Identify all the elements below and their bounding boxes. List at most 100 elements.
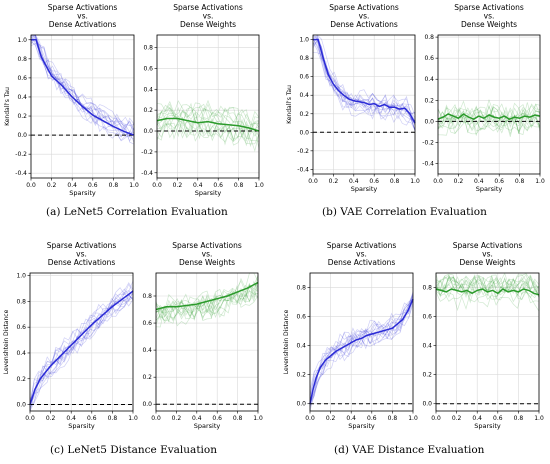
x-tick-label: 1.0 [128,415,138,422]
mean-line [313,38,416,124]
panel-5: 0.0 0.2 0.4 0.6 0.8 1.0 0.8 0.6 0.4 0.2 0.0 Sparsit… [142,241,262,430]
panel-6: 0.0 0.2 0.4 0.6 0.8 1.0 0.8 0.6 0.4 0.2 0.0 Sparsit… [283,241,418,430]
trial-line [312,36,416,118]
y-tick-label: 0.0 [296,401,306,408]
axes-frame [309,272,414,412]
y-tick-label: 0.8 [296,285,306,292]
y-tick-label: 0.0 [422,401,432,408]
x-tick-label: 0.8 [515,178,525,185]
trial-line [313,34,416,115]
trial-line [155,281,259,324]
x-tick-label: 1.0 [534,415,544,422]
x-tick-label: 0.2 [452,415,462,422]
x-axis-label: Sparsity [474,422,501,430]
y-tick-label: 0.0 [299,129,309,136]
mean-line [29,290,134,405]
chart-title-line: Sparse Activations [453,241,523,250]
trial-line [312,41,416,130]
y-tick-label: 0.4 [16,350,26,357]
trial-line [30,40,135,142]
x-tick-label: 0.2 [172,415,182,422]
trial-line [155,272,259,313]
trial-line [29,283,134,402]
axes-frame [435,272,540,412]
x-tick-label: 0.4 [192,415,202,422]
trial-line [155,283,259,320]
trial-line [156,116,260,142]
chart-title-line: Sparse Activations [454,3,524,12]
trial-line [435,275,540,297]
trial-line [312,38,416,132]
trial-line [435,276,540,300]
trial-line [29,292,134,403]
y-tick-label: 0.6 [142,320,152,327]
y-tick-label: 0.8 [16,298,26,305]
y-tick-label: 0.2 [299,111,309,118]
trial-line [435,273,540,298]
trial-line [309,301,414,409]
trial-line [30,34,135,133]
x-tick-label: 1.0 [408,415,418,422]
y-tick-label: 0.2 [296,372,306,379]
panel-1: 0.0 0.2 0.4 0.6 0.8 1.0 0.8 0.6 0.4 0.2 0.0 -0.2 -0.… [141,3,264,197]
x-tick-label: 0.4 [67,182,77,189]
x-tick-label: 0.2 [46,415,56,422]
trial-line [155,278,259,320]
x-tick-label: 0.6 [494,178,504,185]
trial-line [29,296,134,412]
trial-line [312,39,416,126]
trial-line [435,273,540,292]
y-tick-label: -0.4 [141,170,153,177]
x-tick-label: 0.0 [305,415,315,422]
trial-line [437,103,541,125]
trial-line [155,283,259,324]
y-tick-label: 0.8 [424,34,434,41]
chart-title-line: Dense Activations [330,20,398,29]
x-tick-label: 0.0 [152,182,162,189]
y-tick-label: 0.0 [16,402,26,409]
y-tick-label: 0.8 [17,56,27,63]
trial-line [29,291,134,407]
trial-line [437,105,541,127]
chart-title-line: vs. [484,12,495,21]
trial-line [30,34,135,138]
y-tick-label: 0.2 [142,374,152,381]
trial-line [155,285,259,322]
y-tick-label: 0.6 [17,75,27,82]
chart-title-line: Dense Activations [49,20,117,29]
chart-title-line: vs. [356,250,367,259]
y-tick-label: 0.2 [143,107,153,114]
trial-line [30,34,135,131]
mean-line [309,298,414,404]
chart-title-line: Dense Weights [180,20,236,29]
chart-title-line: vs. [482,250,493,259]
trial-line [156,119,260,148]
y-tick-label: 0.4 [143,86,153,93]
x-axis-label: Sparsity [348,422,375,430]
axes-frame [155,272,259,412]
mean-line [155,281,259,311]
trial-line [156,106,260,132]
x-tick-label: 0.6 [213,182,223,189]
trial-line [437,100,541,124]
chart-title-line: Dense Weights [461,20,517,29]
x-tick-label: 0.4 [66,415,76,422]
x-axis-label: Sparsity [69,189,96,197]
trial-line [435,275,540,298]
y-tick-label: -0.2 [141,149,153,156]
axes-frame [156,34,260,179]
y-tick-label: 0.6 [424,55,434,62]
trial-line [30,34,135,140]
trial-line [437,106,541,128]
x-tick-label: 0.8 [388,415,398,422]
x-tick-label: 0.4 [472,415,482,422]
x-tick-label: 0.0 [431,415,441,422]
y-tick-label: 0.0 [424,118,434,125]
axes-frame [29,272,134,412]
x-tick-label: 0.8 [234,182,244,189]
x-tick-label: 0.4 [346,415,356,422]
trial-line [155,280,259,317]
y-tick-label: 0.8 [299,55,309,62]
